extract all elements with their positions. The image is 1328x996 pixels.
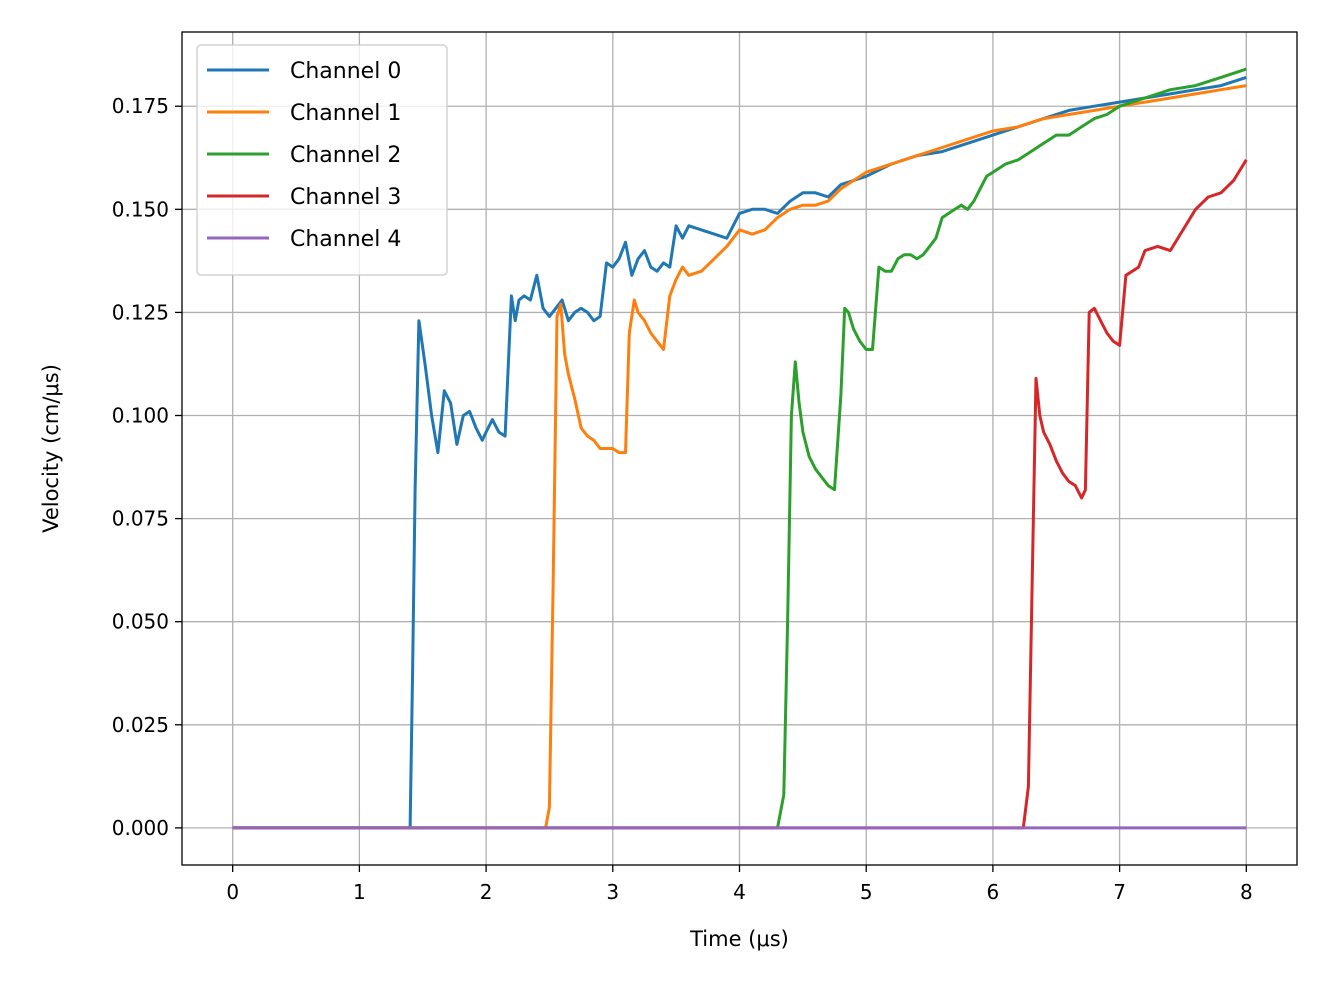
x-tick-label: 0 <box>226 880 239 904</box>
series-line-channel-2 <box>232 67 1247 830</box>
y-tick-label: 0.150 <box>112 197 169 221</box>
y-tick-label: 0.025 <box>112 713 169 737</box>
legend-label: Channel 4 <box>290 227 401 252</box>
y-tick-label: 0.175 <box>112 94 169 118</box>
series-line-channel-1 <box>232 84 1247 830</box>
x-tick-label: 3 <box>606 880 619 904</box>
y-tick-label: 0.050 <box>112 610 169 634</box>
y-axis-ticks: 0.000 0.025 0.050 0.075 0.100 0.125 0.150 0.175 <box>112 94 182 840</box>
legend: Channel 0 Channel 1 Channel 2 Channel 3 Chan… <box>196 44 448 276</box>
x-axis-label: Time (μs) <box>689 927 789 951</box>
x-tick-label: 8 <box>1240 880 1253 904</box>
x-tick-label: 7 <box>1113 880 1126 904</box>
x-tick-label: 4 <box>733 880 746 904</box>
legend-label: Channel 3 <box>290 185 401 210</box>
y-tick-label: 0.000 <box>112 816 169 840</box>
legend-label: Channel 0 <box>290 59 401 84</box>
x-axis-ticks: 0 1 2 3 4 5 6 7 8 <box>226 865 1253 904</box>
series-lines <box>232 67 1248 830</box>
x-tick-label: 5 <box>860 880 873 904</box>
legend-frame <box>196 44 448 276</box>
y-tick-label: 0.075 <box>112 507 169 531</box>
x-tick-label: 6 <box>987 880 1000 904</box>
x-tick-label: 1 <box>353 880 366 904</box>
y-tick-label: 0.125 <box>112 300 169 324</box>
legend-label: Channel 1 <box>290 101 401 126</box>
x-tick-label: 2 <box>480 880 493 904</box>
y-axis-label: Velocity (cm/μs) <box>39 364 63 533</box>
legend-label: Channel 2 <box>290 143 401 168</box>
y-tick-label: 0.100 <box>112 404 169 428</box>
